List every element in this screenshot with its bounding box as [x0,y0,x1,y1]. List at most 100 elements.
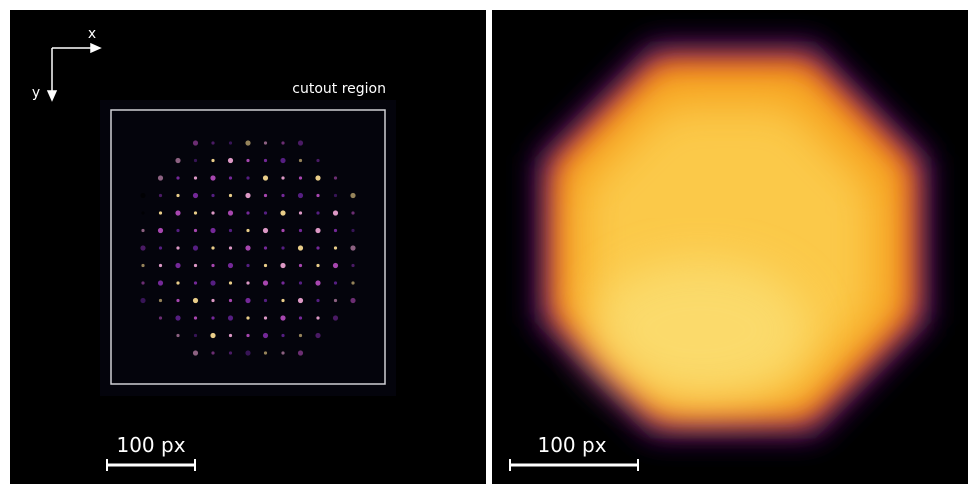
spot [211,299,214,302]
spot [246,264,249,267]
spot [210,333,215,338]
spot [334,299,337,302]
spot [176,194,179,197]
axis-x-label: x [88,26,96,42]
spot [298,298,303,303]
spot [264,211,267,214]
spot [264,316,267,319]
spot [159,299,162,302]
spot [194,211,197,214]
spot [333,263,338,268]
spot [264,246,267,249]
left-panel: x y cutout region 100 px [10,10,486,484]
spot [298,245,303,250]
spot [281,281,284,284]
spot [299,176,302,179]
spot [228,158,233,163]
spot [211,351,214,354]
spot [264,264,267,267]
spot [159,316,162,319]
spot [210,228,215,233]
spot [229,281,232,284]
spot [159,194,162,197]
spot [228,263,233,268]
spot [141,211,144,214]
spot [350,245,355,250]
spot [281,299,284,302]
spot [194,264,197,267]
spot [280,210,285,215]
spot [280,158,285,163]
spot [315,280,320,285]
spot [211,264,214,267]
spot [229,299,232,302]
spot [159,211,162,214]
spot [316,159,319,162]
spot [211,316,214,319]
spot [298,193,303,198]
spot [245,350,250,355]
spot [299,334,302,337]
spot [263,228,268,233]
spot [141,264,144,267]
right-panel: 100 px [492,10,968,484]
spot [316,194,319,197]
spot [211,194,214,197]
spot [264,159,267,162]
spot [350,298,355,303]
spot [176,246,179,249]
spot [193,245,198,250]
spot [351,281,354,284]
spot [264,299,267,302]
spot [351,229,354,232]
spot [229,141,232,144]
spot [175,315,180,320]
spot [334,229,337,232]
spot [281,246,284,249]
spot [246,159,249,162]
spot [175,263,180,268]
axis-y-label: y [32,85,40,101]
spot [193,298,198,303]
spot [211,211,214,214]
spot [175,210,180,215]
spot [299,281,302,284]
spot [176,334,179,337]
spot [194,159,197,162]
region-label: cutout region [292,81,386,97]
spot [141,281,144,284]
spot [211,141,214,144]
spot [263,175,268,180]
spot [194,176,197,179]
spot [281,141,284,144]
spot [193,350,198,355]
spot [159,264,162,267]
spot [334,194,337,197]
spot [245,245,250,250]
spot [334,281,337,284]
spot [280,263,285,268]
spot [176,299,179,302]
spot [316,316,319,319]
spot [194,316,197,319]
spot [299,229,302,232]
spot [315,333,320,338]
spot [333,315,338,320]
spot [315,175,320,180]
spot [263,280,268,285]
spot [210,280,215,285]
spot [281,229,284,232]
spot [141,229,144,232]
spot [175,158,180,163]
spot [176,176,179,179]
spot [316,211,319,214]
spot [281,334,284,337]
spot [263,333,268,338]
spot [140,245,145,250]
spot [246,281,249,284]
spot [264,141,267,144]
spot [229,229,232,232]
spot [264,194,267,197]
spot [264,351,267,354]
spot [299,316,302,319]
